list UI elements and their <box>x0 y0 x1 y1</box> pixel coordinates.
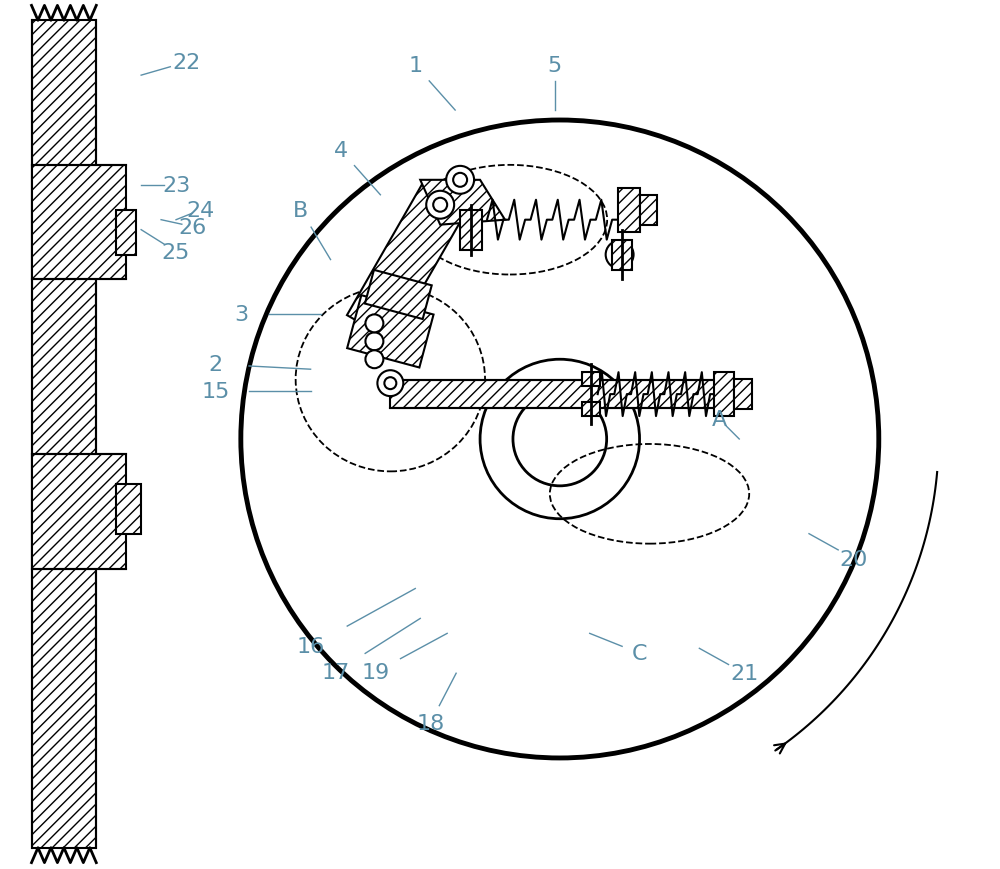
Text: B: B <box>293 201 308 221</box>
Circle shape <box>513 393 607 487</box>
Circle shape <box>365 351 383 368</box>
Bar <box>32 166 126 280</box>
Text: 26: 26 <box>179 217 207 237</box>
Text: 2: 2 <box>209 355 223 375</box>
Text: A: A <box>712 409 727 429</box>
Text: 24: 24 <box>187 201 215 221</box>
Bar <box>390 381 729 408</box>
Text: 25: 25 <box>162 242 190 262</box>
Circle shape <box>377 371 403 396</box>
Bar <box>116 484 141 534</box>
Text: 17: 17 <box>321 662 350 682</box>
Bar <box>640 196 657 225</box>
Bar <box>618 189 640 232</box>
Text: 16: 16 <box>296 637 325 657</box>
Circle shape <box>606 242 634 269</box>
Bar <box>734 380 752 409</box>
Polygon shape <box>347 184 468 342</box>
Circle shape <box>433 198 447 212</box>
Circle shape <box>384 378 396 389</box>
Bar <box>32 22 96 847</box>
Text: 3: 3 <box>234 305 248 325</box>
Bar <box>32 454 126 569</box>
Circle shape <box>453 174 467 188</box>
Bar <box>460 210 482 250</box>
Polygon shape <box>347 295 434 368</box>
Circle shape <box>446 167 474 195</box>
Circle shape <box>365 315 383 333</box>
Bar <box>612 241 632 270</box>
Text: 18: 18 <box>416 713 444 733</box>
Circle shape <box>241 121 879 758</box>
Text: 22: 22 <box>172 53 200 73</box>
Circle shape <box>365 333 383 351</box>
Bar <box>714 373 734 416</box>
Text: 5: 5 <box>548 56 562 76</box>
Text: 21: 21 <box>730 663 758 683</box>
Text: 15: 15 <box>202 381 230 401</box>
Polygon shape <box>420 181 505 225</box>
Text: C: C <box>632 644 647 664</box>
Text: 1: 1 <box>408 56 422 76</box>
Text: 4: 4 <box>333 141 348 161</box>
Polygon shape <box>365 270 432 320</box>
Text: 19: 19 <box>361 662 390 682</box>
Text: 20: 20 <box>840 549 868 569</box>
Circle shape <box>480 360 640 519</box>
Bar <box>116 210 136 255</box>
Bar <box>582 402 600 416</box>
Text: 23: 23 <box>162 176 190 196</box>
Bar <box>582 373 600 387</box>
Circle shape <box>426 191 454 220</box>
